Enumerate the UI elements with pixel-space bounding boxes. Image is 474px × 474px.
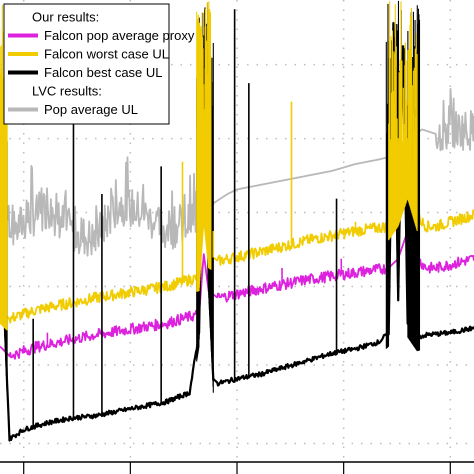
legend-entry: Falcon worst case UL xyxy=(44,47,169,62)
legend-heading: LVC results: xyxy=(32,84,102,99)
legend-box xyxy=(3,3,170,125)
series-line-falcon-pop-average-proxy xyxy=(0,230,474,360)
legend-entry: Falcon pop average proxy xyxy=(44,28,195,43)
series-burst-1 xyxy=(196,1,212,292)
legend-heading: Our results: xyxy=(32,10,99,25)
series-burst-5 xyxy=(0,4,8,331)
plot-series-layer xyxy=(0,0,474,442)
series-burst-3 xyxy=(388,1,418,241)
legend-entry: Pop average UL xyxy=(44,102,138,117)
axis-layer xyxy=(0,461,474,474)
legend: Our results: Falcon pop average proxy Falc… xyxy=(3,3,195,125)
legend-entry: Falcon best case UL xyxy=(44,65,163,80)
